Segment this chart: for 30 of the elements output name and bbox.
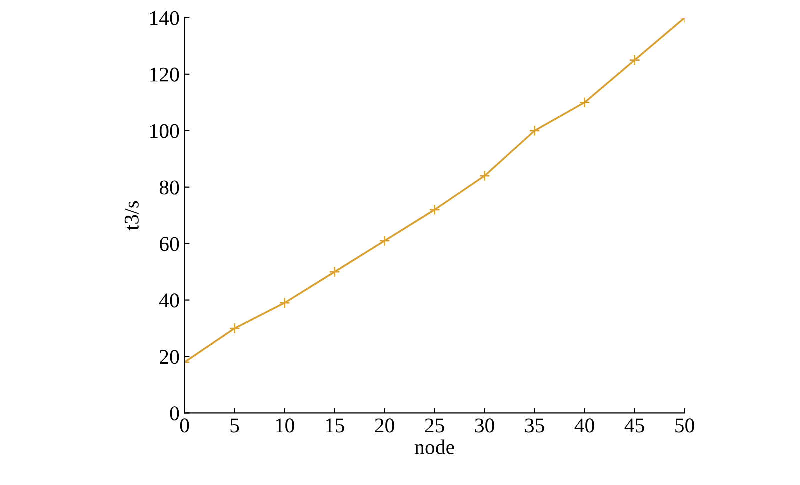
point (379, 235, 390, 247)
x-tick-label: 25 (425, 418, 444, 433)
x-tick-label: 10 (276, 418, 294, 433)
point (579, 97, 590, 108)
point (279, 298, 290, 309)
x-tick-label: 40 (574, 418, 594, 433)
point (479, 170, 490, 182)
y-tick-label: 120 (150, 68, 180, 82)
y-tick-label: 60 (160, 237, 180, 252)
x-tick-label: 0 (180, 418, 190, 433)
y-axis-title: t3/s (124, 201, 139, 230)
point (229, 322, 240, 334)
y-tick-label: 0 (170, 406, 180, 421)
point (629, 54, 640, 66)
x-axis-title: node (415, 440, 454, 454)
point (529, 125, 540, 136)
x-tick-label: 35 (525, 418, 544, 433)
point (329, 266, 340, 278)
x-tick-label: 30 (475, 418, 494, 433)
point (429, 204, 440, 216)
y-tick-label: 100 (150, 124, 180, 138)
x-tick-label: 20 (375, 418, 394, 433)
y-tick-label: 20 (160, 350, 180, 364)
x-tick-label: 50 (676, 418, 694, 433)
y-tick-label: 140 (150, 11, 180, 26)
y-tick-label: 40 (160, 294, 180, 308)
y-tick-label: 80 (160, 180, 180, 195)
x-tick-label: 5 (230, 418, 240, 433)
x-tick-label: 45 (624, 418, 644, 433)
x-tick-label: 15 (326, 418, 344, 433)
